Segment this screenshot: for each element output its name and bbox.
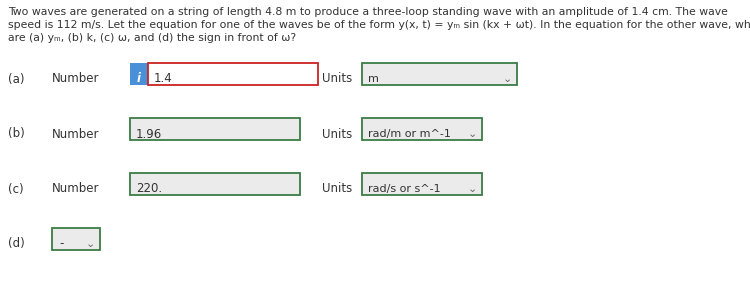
Text: rad/m or m^-1: rad/m or m^-1 — [368, 129, 451, 139]
FancyBboxPatch shape — [52, 228, 100, 250]
Text: (b): (b) — [8, 127, 25, 140]
FancyBboxPatch shape — [362, 118, 482, 140]
Text: Number: Number — [52, 73, 100, 86]
Text: are (a) yₘ, (b) k, (c) ω, and (d) the sign in front of ω?: are (a) yₘ, (b) k, (c) ω, and (d) the si… — [8, 33, 296, 43]
Text: (d): (d) — [8, 238, 25, 251]
Text: i: i — [137, 73, 141, 86]
Text: (c): (c) — [8, 182, 24, 195]
Text: -: - — [59, 238, 63, 251]
Text: ⌄: ⌄ — [503, 74, 512, 84]
Text: ⌄: ⌄ — [468, 184, 477, 194]
FancyBboxPatch shape — [362, 63, 517, 85]
Text: (a): (a) — [8, 73, 25, 86]
Text: 1.4: 1.4 — [154, 73, 173, 86]
Text: Units: Units — [322, 127, 352, 140]
Text: ⌄: ⌄ — [86, 239, 95, 249]
Text: ⌄: ⌄ — [468, 129, 477, 139]
Text: m: m — [368, 74, 379, 84]
Text: Units: Units — [322, 73, 352, 86]
FancyBboxPatch shape — [362, 173, 482, 195]
FancyBboxPatch shape — [130, 173, 300, 195]
Text: 220.: 220. — [136, 182, 162, 195]
FancyBboxPatch shape — [130, 118, 300, 140]
Text: Units: Units — [322, 182, 352, 195]
Text: rad/s or s^-1: rad/s or s^-1 — [368, 184, 441, 194]
Text: speed is 112 m/s. Let the equation for one of the waves be of the form y(x, t) =: speed is 112 m/s. Let the equation for o… — [8, 20, 750, 30]
FancyBboxPatch shape — [130, 63, 148, 85]
Text: Number: Number — [52, 182, 100, 195]
Text: Number: Number — [52, 127, 100, 140]
Text: 1.96: 1.96 — [136, 127, 162, 140]
FancyBboxPatch shape — [148, 63, 318, 85]
Text: Two waves are generated on a string of length 4.8 m to produce a three-loop stan: Two waves are generated on a string of l… — [8, 7, 728, 17]
